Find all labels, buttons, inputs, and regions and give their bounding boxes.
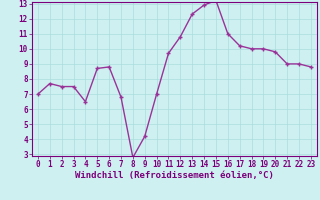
X-axis label: Windchill (Refroidissement éolien,°C): Windchill (Refroidissement éolien,°C): [75, 171, 274, 180]
